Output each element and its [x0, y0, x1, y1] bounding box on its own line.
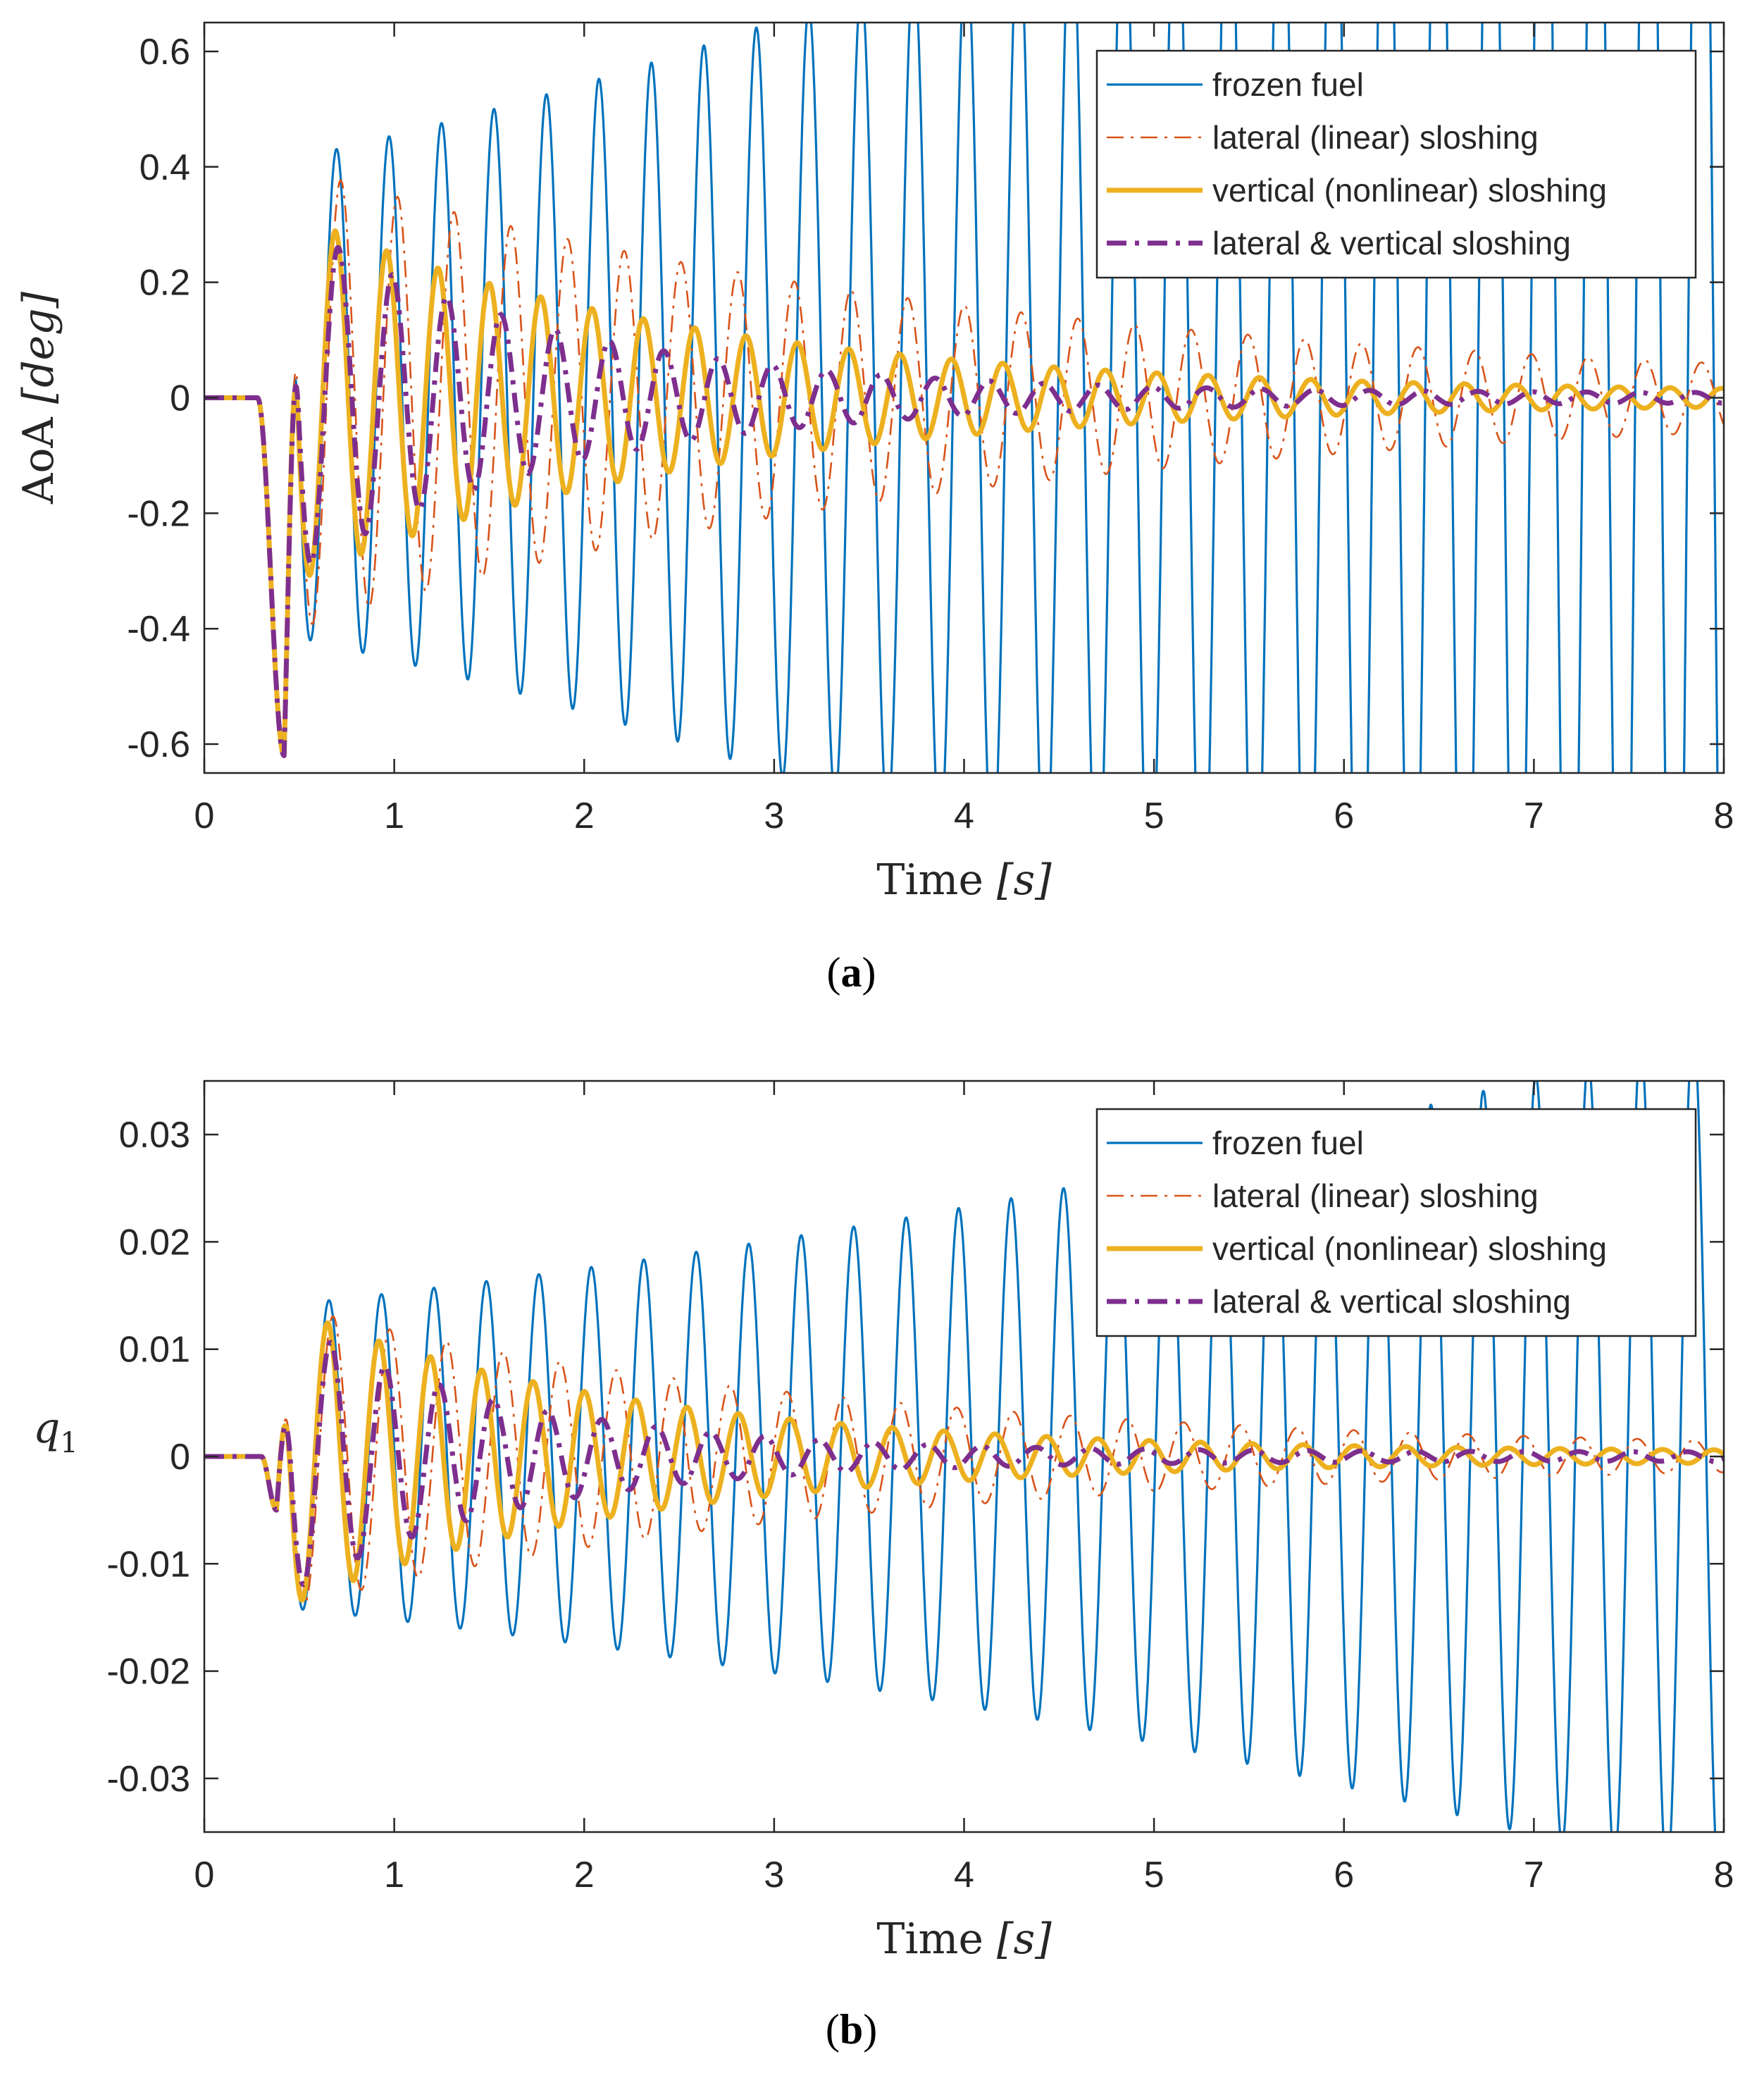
y-tick-label: 0.6 [139, 32, 190, 73]
panel-a: 0 1 2 3 4 5 6 7 8 -0.6 -0.4 -0.2 0 0.2 0.4 0.6 Time [s] A… [14, 21, 1734, 996]
legend-label-0: frozen fuel [1212, 66, 1364, 103]
y-tick-label: 0.02 [119, 1222, 190, 1263]
legend-box [1095, 49, 1697, 279]
x-tick-label: 5 [1144, 1855, 1164, 1895]
legend-box [1095, 1108, 1697, 1337]
x-tick-label: 4 [954, 796, 974, 836]
series-line-1 [204, 179, 1724, 757]
y-tick-label: 0.01 [119, 1330, 190, 1371]
x-tick-label: 1 [384, 1855, 404, 1895]
x-tick-label: 6 [1334, 796, 1354, 836]
series-group [204, 1081, 1724, 1832]
legend-label-1: lateral (linear) sloshing [1212, 119, 1539, 156]
x-tick-label: 5 [1144, 796, 1164, 836]
y-tick-label: 0.03 [119, 1115, 190, 1156]
x-axis-label: Time [s] [876, 1914, 1052, 1964]
series-line-2 [204, 228, 1724, 758]
y-tick-label: -0.6 [127, 724, 190, 765]
y-tick-label: -0.03 [106, 1759, 190, 1800]
legend-label-1: lateral (linear) sloshing [1212, 1177, 1539, 1214]
x-tick-label: 8 [1714, 1855, 1734, 1895]
y-tick-label: 0 [170, 1437, 190, 1478]
series-line-3 [204, 1340, 1724, 1588]
panel-caption: (b) [826, 2006, 877, 2053]
x-tick-label: 1 [384, 796, 404, 836]
x-tick-label: 8 [1714, 796, 1734, 836]
legend: frozen fuel lateral (linear) sloshing vert… [1095, 49, 1697, 279]
x-tick-label: 0 [194, 796, 215, 836]
x-tick-label: 3 [764, 796, 784, 836]
x-tick-label: 4 [954, 1855, 974, 1895]
y-tick-label: -0.2 [127, 493, 190, 534]
legend-label-2: vertical (nonlinear) sloshing [1212, 1230, 1607, 1267]
legend-label-0: frozen fuel [1212, 1125, 1364, 1161]
y-tick-label: -0.4 [127, 609, 190, 650]
series-line-1 [204, 1315, 1724, 1605]
x-tick-label: 0 [194, 1855, 215, 1895]
series-line-2 [204, 1320, 1724, 1603]
x-axis-label: Time [s] [876, 855, 1052, 905]
x-tick-label: 3 [764, 1855, 784, 1895]
y-axis-label: q1 [33, 1404, 78, 1459]
series-group [204, 23, 1724, 773]
x-tick-label: 2 [574, 1855, 595, 1895]
series-line-0 [204, 1081, 1717, 1832]
y-tick-label: -0.01 [106, 1544, 190, 1585]
x-tick-label: 2 [574, 796, 595, 836]
y-tick-label: -0.02 [106, 1652, 190, 1693]
y-tick-label: 0 [170, 378, 190, 419]
legend: frozen fuel lateral (linear) sloshing vert… [1095, 1108, 1697, 1337]
legend-label-3: lateral & vertical sloshing [1212, 225, 1571, 261]
y-tick-label: 0.4 [139, 147, 190, 188]
panel-caption: (a) [827, 949, 876, 996]
legend-label-3: lateral & vertical sloshing [1212, 1283, 1571, 1320]
series-line-3 [204, 245, 1724, 758]
y-axis-label: AoA [deg] [14, 291, 63, 505]
x-tick-label: 6 [1334, 1855, 1354, 1895]
y-tick-label: 0.2 [139, 263, 190, 304]
x-tick-label: 7 [1524, 1855, 1544, 1895]
legend-label-2: vertical (nonlinear) sloshing [1212, 172, 1607, 209]
panel-b: 0 1 2 3 4 5 6 7 8 -0.03 -0.02 -0.01 0 0.01 0.02 0.03 Tim… [33, 1080, 1734, 2053]
x-tick-label: 7 [1524, 796, 1544, 836]
